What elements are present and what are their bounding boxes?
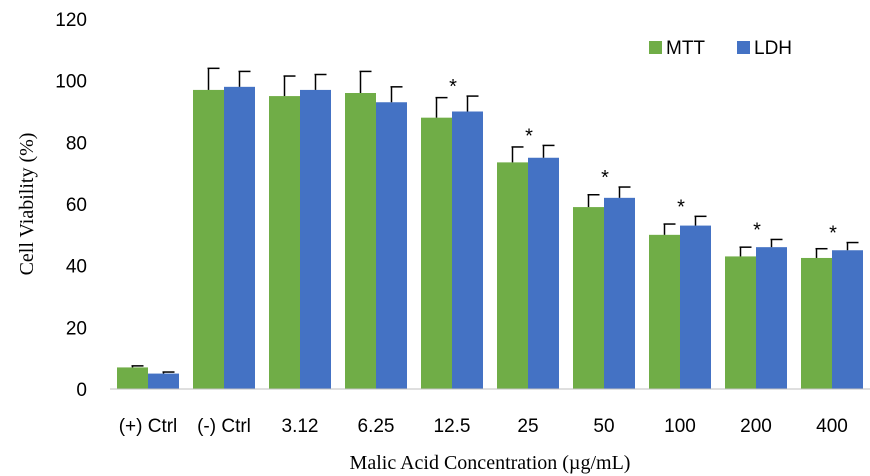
bar-mtt [497, 162, 528, 389]
y-tick-label: 0 [76, 380, 87, 401]
y-tick-label: 20 [66, 318, 87, 339]
legend-label-mtt: MTT [666, 38, 705, 59]
bar-mtt [725, 256, 756, 389]
x-tick-label: 100 [664, 416, 696, 437]
bar-mtt [345, 93, 376, 389]
x-tick-label: 12.5 [434, 416, 471, 437]
x-tick-label: 50 [593, 416, 614, 437]
y-axis-ticks: 0 20 40 60 80 100 120 [55, 10, 87, 401]
bar-ldh [300, 89, 331, 390]
y-tick-label: 100 [55, 72, 87, 93]
y-tick-label: 60 [66, 195, 87, 216]
x-tick-label: 200 [740, 416, 772, 437]
significance-markers: * * * * * * [449, 76, 837, 244]
bar-mtt [193, 89, 224, 390]
y-tick-label: 80 [66, 133, 87, 154]
bar-ldh [680, 225, 711, 389]
x-tick-label: 6.25 [358, 416, 395, 437]
bar-ldh [224, 86, 255, 389]
legend-swatch-mtt [649, 41, 662, 54]
x-tick-label: (+) Ctrl [119, 416, 178, 437]
significance-star: * [601, 167, 609, 189]
y-tick-label: 120 [55, 10, 87, 31]
x-axis-ticks: (+) Ctrl (-) Ctrl 3.12 6.25 12.5 25 50 100 200 40… [119, 416, 848, 437]
y-tick-label: 40 [66, 257, 87, 278]
x-axis-title: Malic Acid Concentration (µg/mL) [350, 452, 631, 474]
legend: MTT LDH [649, 38, 792, 59]
significance-star: * [829, 223, 837, 245]
bar-mtt [573, 207, 604, 389]
x-tick-label: 400 [816, 416, 848, 437]
y-axis-title: Cell Viability (%) [16, 133, 38, 276]
bars [117, 86, 863, 390]
bar-ldh [604, 197, 635, 389]
significance-star: * [449, 76, 457, 98]
bar-mtt [421, 117, 452, 390]
bar-ldh [376, 102, 407, 389]
x-tick-label: 3.12 [282, 416, 319, 437]
bar-ldh [528, 157, 559, 389]
legend-label-ldh: LDH [754, 38, 792, 59]
x-tick-label: 25 [517, 416, 538, 437]
significance-star: * [677, 196, 685, 218]
bar-mtt [801, 257, 832, 389]
bar-ldh [148, 373, 179, 389]
bar-mtt [649, 234, 680, 389]
x-tick-label: (-) Ctrl [197, 416, 251, 437]
legend-swatch-ldh [737, 41, 750, 54]
significance-star: * [525, 125, 533, 147]
bar-ldh [452, 111, 483, 389]
bar-mtt [117, 367, 148, 389]
significance-star: * [753, 219, 761, 241]
error-bars [131, 67, 859, 374]
bar-ldh [832, 250, 863, 389]
bar-mtt [269, 96, 300, 389]
bar-ldh [756, 247, 787, 389]
